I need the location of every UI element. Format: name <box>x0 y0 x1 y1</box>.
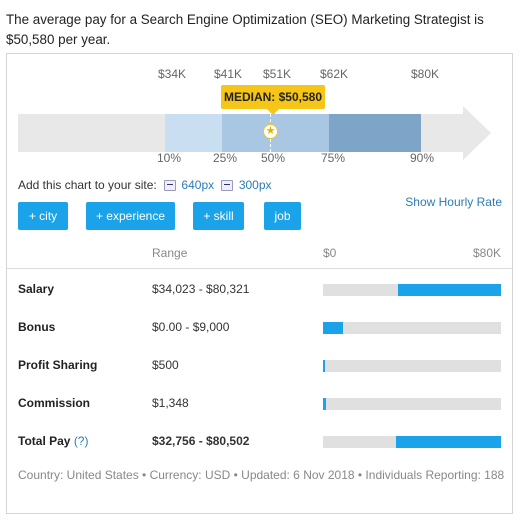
range-bar-fill <box>398 284 501 296</box>
scale-min-label: $0 <box>323 246 337 260</box>
total-pay-label: Total Pay <box>18 434 71 448</box>
row-range: $34,023 - $80,321 <box>152 282 250 296</box>
range-column-header: Range <box>152 246 188 260</box>
show-hourly-rate-link[interactable]: Show Hourly Rate <box>405 195 502 209</box>
percentile-value-50: $51K <box>262 67 292 81</box>
row-label: Salary <box>18 282 55 296</box>
percentile-value-25: $41K <box>213 67 243 81</box>
row-label: Commission <box>18 396 91 410</box>
range-bar <box>323 398 501 410</box>
table-row: Bonus $0.00 - $9,000 <box>7 320 512 340</box>
add-experience-button[interactable]: + experience <box>86 202 175 230</box>
range-bar-fill <box>323 398 326 410</box>
range-75-90 <box>329 114 421 152</box>
percentile-label-10: 10% <box>156 151 182 165</box>
embed-300-link[interactable]: 300px <box>238 178 272 192</box>
percentile-value-90: $80K <box>410 67 440 81</box>
total-pay-help-link[interactable]: (?) <box>73 434 89 448</box>
embed-code-icon <box>221 180 234 191</box>
add-chart-label: Add this chart to your site: <box>18 178 157 192</box>
percentile-label-75: 75% <box>320 151 346 165</box>
add-skill-button[interactable]: + skill <box>193 202 244 230</box>
row-label: Total Pay (?) <box>18 434 88 448</box>
embed-640-link[interactable]: 640px <box>181 178 215 192</box>
salary-card: $34K $41K $51K $62K $80K MEDIAN: $50,580… <box>6 53 513 514</box>
report-footer: Country: United States • Currency: USD •… <box>18 468 505 482</box>
row-range: $500 <box>152 358 179 372</box>
range-bar <box>323 360 501 372</box>
range-bar <box>323 284 501 296</box>
row-label: Bonus <box>18 320 56 334</box>
row-range: $32,756 - $80,502 <box>152 434 250 448</box>
percentile-label-90: 90% <box>409 151 435 165</box>
row-range: $0.00 - $9,000 <box>152 320 230 334</box>
range-bar <box>323 436 501 448</box>
scale-max-label: $80K <box>473 246 502 260</box>
embed-code-icon <box>164 180 177 191</box>
percentile-label-25: 25% <box>212 151 238 165</box>
table-row: Total Pay (?) $32,756 - $80,502 <box>7 434 512 454</box>
percentile-label-50: 50% <box>260 151 286 165</box>
table-row: Commission $1,348 <box>7 396 512 416</box>
median-star-icon: ★ <box>263 124 278 139</box>
range-10-25 <box>165 114 222 152</box>
add-city-button[interactable]: + city <box>18 202 68 230</box>
range-bar-fill <box>396 436 501 448</box>
median-badge: MEDIAN: $50,580 <box>221 85 325 115</box>
row-label: Profit Sharing <box>18 358 98 372</box>
job-button[interactable]: job <box>264 202 301 230</box>
table-row: Profit Sharing $500 <box>7 358 512 378</box>
range-bar-fill <box>323 360 325 372</box>
intro-text: The average pay for a Search Engine Opti… <box>6 12 484 47</box>
table-row: Salary $34,023 - $80,321 <box>7 282 512 302</box>
range-bar-fill <box>323 322 343 334</box>
range-bar <box>323 322 501 334</box>
add-chart-row: Add this chart to your site: 640px 300px <box>18 178 272 192</box>
row-range: $1,348 <box>152 396 189 410</box>
percentile-value-10: $34K <box>157 67 187 81</box>
track-arrow-icon <box>463 106 491 160</box>
table-divider <box>7 268 512 269</box>
percentile-value-75: $62K <box>319 67 349 81</box>
